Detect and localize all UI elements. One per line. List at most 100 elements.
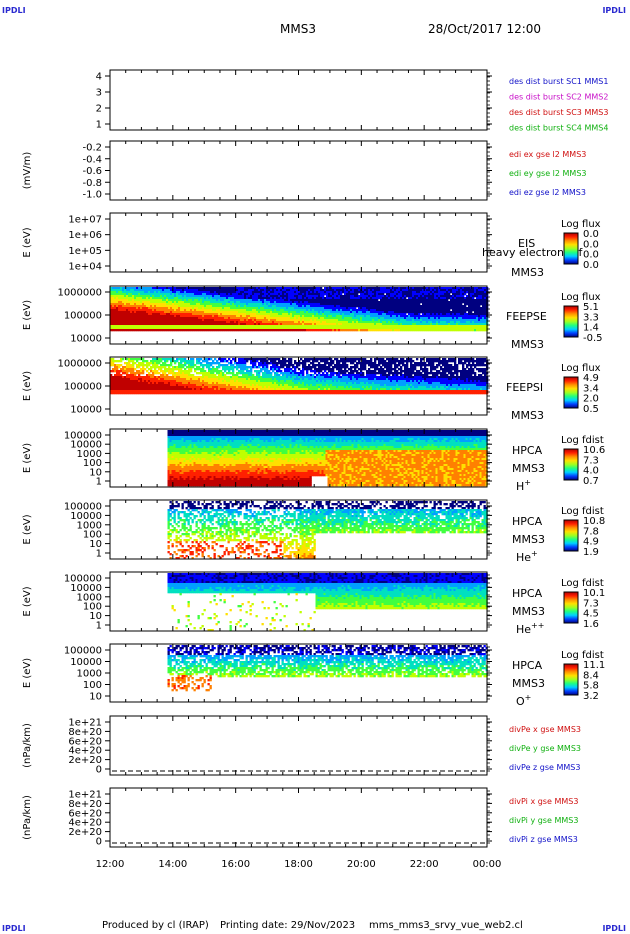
- y-tick-label: 100000: [64, 311, 102, 322]
- y-axis-label: (nPa/km): [22, 795, 33, 840]
- y-tick-label: -1.0: [82, 190, 102, 201]
- panel-frame-divpe: [110, 716, 487, 775]
- y-tick-label: 1000000: [57, 288, 102, 299]
- y-tick-label: 3: [96, 88, 102, 99]
- time-tick-label: 18:00: [284, 859, 313, 870]
- spectrogram-feepse: [110, 287, 488, 331]
- instrument-name: HPCA: [512, 444, 543, 457]
- legend-entry: divPe z gse MMS3: [509, 763, 580, 772]
- y-tick-label: 1: [96, 120, 102, 131]
- y-tick-label: 1000: [77, 669, 102, 680]
- legend-entry: edi ey gse l2 MMS3: [509, 169, 587, 178]
- spectrogram-hpca_h: [168, 430, 488, 486]
- y-axis-label: E (eV): [22, 586, 33, 616]
- legend-entry: des dist burst SC4 MMS4: [509, 124, 608, 133]
- colorbar-value: 1.9: [583, 547, 599, 558]
- legend-entry: edi ez gse l2 MMS3: [509, 188, 586, 197]
- legend-dist: des dist burst SC1 MMS1 des dist burst SC…: [509, 77, 608, 133]
- y-tick-label: 1: [96, 621, 102, 632]
- spectrogram-feepsi: [110, 358, 488, 394]
- y-axis-label: E (eV): [22, 514, 33, 544]
- legend-entry: des dist burst SC1 MMS1: [509, 77, 608, 86]
- multi-panel-plot: 4321des dist burst SC1 MMS1des dist burs…: [0, 0, 630, 934]
- species-label: He++: [516, 621, 544, 636]
- y-tick-label: 2: [96, 104, 102, 115]
- legend-entry: des dist burst SC2 MMS2: [509, 93, 608, 102]
- instrument-name: FEEPSI: [506, 381, 543, 394]
- y-tick-label: 1000000: [57, 359, 102, 370]
- time-axis: 12:00 14:00 16:00 18:00 20:00 22:00 00:00: [96, 859, 502, 870]
- instrument-sc: MMS3: [512, 677, 545, 690]
- colorbar-scale: [564, 377, 578, 408]
- panel-frame-eis: [110, 213, 487, 272]
- instrument-name: HPCA: [512, 659, 543, 672]
- legend-entry: divPi x gse MMS3: [509, 797, 578, 806]
- y-tick-label: 4: [96, 72, 102, 83]
- y-axis-label: (nPa/km): [22, 723, 33, 768]
- time-tick-label: 14:00: [158, 859, 187, 870]
- y-tick-label: 1: [96, 549, 102, 560]
- y-tick-label: 1e+05: [68, 246, 102, 257]
- colorbar-value: 3.2: [583, 691, 599, 702]
- spectrogram-hpca_hepp: [168, 573, 488, 631]
- y-axis-label: (mV/m): [22, 152, 33, 190]
- y-tick-label: 10: [89, 692, 102, 703]
- y-tick-label: 1e+07: [68, 215, 102, 226]
- footer-produced: Produced by cl (IRAP): [102, 920, 209, 931]
- y-tick-label: 1e+04: [68, 262, 102, 273]
- colorbar-scale: [564, 449, 578, 480]
- y-tick-label: 10000: [70, 657, 102, 668]
- instrument-sc: MMS3: [511, 266, 544, 279]
- footer-printing-date: Printing date: 29/Nov/2023: [220, 920, 355, 931]
- instrument-sc: MMS3: [511, 338, 544, 351]
- y-tick-label: -0.6: [82, 166, 102, 177]
- colorbar-scale: [564, 664, 578, 695]
- legend-edi: edi ex gse l2 MMS3 edi ey gse l2 MMS3 edi …: [509, 150, 587, 197]
- legend-entry: divPe y gse MMS3: [509, 744, 581, 753]
- y-tick-label: 10000: [70, 334, 102, 345]
- species-label: He+: [516, 549, 538, 564]
- instrument-name: FEEPSE: [506, 310, 547, 323]
- time-tick-label: 00:00: [473, 859, 502, 870]
- colorbar-scale: [564, 306, 578, 337]
- panel-frame-divpi: [110, 788, 487, 847]
- time-tick-label: 22:00: [410, 859, 439, 870]
- y-axis-label: E (eV): [22, 227, 33, 257]
- legend-entry: des dist burst SC3 MMS3: [509, 108, 608, 117]
- panel-frame-edi: [110, 141, 487, 200]
- y-tick-label: 0: [96, 765, 102, 776]
- y-tick-label: 1e+06: [68, 230, 102, 241]
- footer-file: mms_mms3_srvy_vue_web2.cl: [369, 920, 523, 931]
- time-tick-label: 20:00: [347, 859, 376, 870]
- y-axis-label: E (eV): [22, 371, 33, 401]
- legend-entry: divPi y gse MMS3: [509, 816, 578, 825]
- legend-entry: edi ex gse l2 MMS3: [509, 150, 586, 159]
- colorbar-value: 0.0: [583, 260, 599, 271]
- y-tick-label: -0.2: [82, 143, 102, 154]
- colorbar-scale: [564, 520, 578, 551]
- y-tick-label: 0: [96, 837, 102, 848]
- y-tick-label: 100: [83, 680, 102, 691]
- colorbar-scale: [564, 592, 578, 623]
- panel-frame-dist: [110, 70, 487, 130]
- colorbar-value: 1.6: [583, 619, 599, 630]
- instrument-name: HPCA: [512, 587, 543, 600]
- panel-edi: -0.2-0.4-0.6-0.8-1.0(mV/m) edi ex gse l2 …: [22, 141, 587, 201]
